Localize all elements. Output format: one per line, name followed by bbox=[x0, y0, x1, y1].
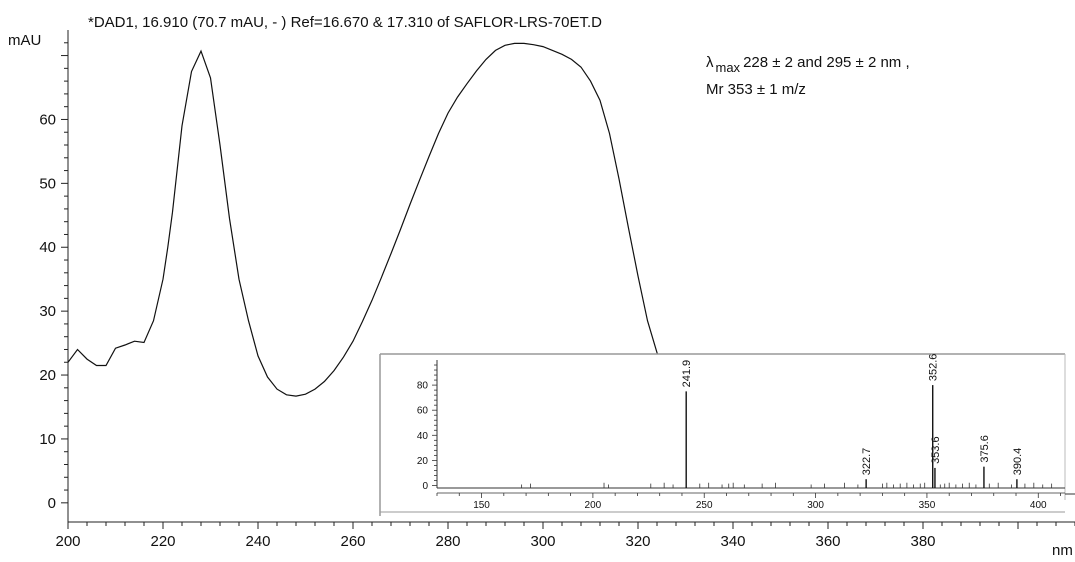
mass-peak-label: 390.4 bbox=[1012, 448, 1024, 476]
spectrum-line bbox=[67, 42, 687, 421]
mass-peak-label: 241.9 bbox=[681, 360, 693, 388]
inset-x-tick-label: 150 bbox=[473, 500, 490, 511]
y-tick-label: 10 bbox=[39, 431, 56, 448]
x-tick-label: 280 bbox=[435, 533, 460, 550]
mass-peak-label: 353.6 bbox=[930, 436, 942, 464]
y-tick-label: 30 bbox=[39, 303, 56, 320]
x-tick-label: 340 bbox=[720, 533, 745, 550]
mass-spectrum-inset: 0 20 40 60 80 150 200 250 300 350 400 241.9 322.7 352… bbox=[379, 353, 1075, 516]
inset-y-tick-label: 60 bbox=[417, 406, 429, 417]
y-tick-label: 20 bbox=[39, 367, 56, 384]
lambda-values: 228 ± 2 and 295 ± 2 nm , bbox=[743, 54, 910, 71]
x-axis-unit: nm bbox=[1052, 542, 1073, 559]
x-tick-label: 320 bbox=[625, 533, 650, 550]
inset-x-tick-label: 200 bbox=[585, 500, 602, 511]
lambda-subscript: max bbox=[715, 60, 741, 75]
lambda-symbol: λ bbox=[706, 54, 714, 71]
mass-peak-label: 375.6 bbox=[979, 435, 991, 463]
inset-x-tick-label: 300 bbox=[807, 500, 824, 511]
inset-y-tick-label: 0 bbox=[422, 481, 428, 492]
x-tick-label: 300 bbox=[530, 533, 555, 550]
y-tick-label: 50 bbox=[39, 175, 56, 192]
chart-title: *DAD1, 16.910 (70.7 mAU, - ) Ref=16.670 … bbox=[88, 14, 602, 31]
inset-background bbox=[380, 354, 1065, 516]
x-tick-label: 200 bbox=[55, 533, 80, 550]
y-tick-label: 0 bbox=[48, 495, 56, 512]
inset-x-tick-label: 400 bbox=[1030, 500, 1047, 511]
inset-y-tick-label: 40 bbox=[417, 431, 429, 442]
inset-y-tick-label: 20 bbox=[417, 456, 429, 467]
x-tick-label: 260 bbox=[340, 533, 365, 550]
inset-x-tick-label: 350 bbox=[919, 500, 936, 511]
y-tick-label: 60 bbox=[39, 111, 56, 128]
y-tick-label: 40 bbox=[39, 239, 56, 256]
inset-y-tick-label: 80 bbox=[417, 381, 429, 392]
x-tick-label: 360 bbox=[815, 533, 840, 550]
x-tick-label: 220 bbox=[150, 533, 175, 550]
absorbance-spectrum bbox=[67, 42, 687, 421]
lambda-max-annotation: λ max 228 ± 2 and 295 ± 2 nm , bbox=[706, 54, 910, 75]
mass-peak-label: 322.7 bbox=[861, 448, 873, 476]
mr-annotation: Mr 353 ± 1 m/z bbox=[706, 81, 806, 98]
inset-x-tick-label: 250 bbox=[696, 500, 713, 511]
x-tick-label: 380 bbox=[910, 533, 935, 550]
y-axis-unit: mAU bbox=[8, 32, 42, 49]
mass-peak-label: 352.6 bbox=[928, 354, 940, 382]
x-tick-label: 240 bbox=[245, 533, 270, 550]
